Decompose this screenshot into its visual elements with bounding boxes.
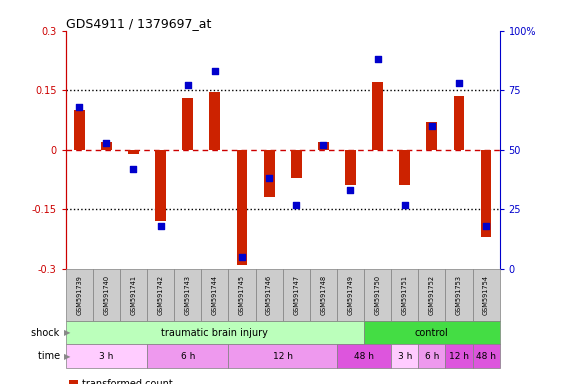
Text: GSM591749: GSM591749	[347, 275, 353, 315]
Text: GSM591745: GSM591745	[239, 275, 245, 315]
Text: traumatic brain injury: traumatic brain injury	[162, 328, 268, 338]
Point	[481, 223, 490, 229]
Text: GSM591739: GSM591739	[76, 275, 82, 314]
Point	[238, 254, 247, 260]
Text: 6 h: 6 h	[425, 352, 439, 361]
Point	[292, 202, 301, 208]
Bar	[318, 142, 329, 150]
Point	[373, 56, 382, 62]
Bar	[182, 98, 193, 150]
Text: 3 h: 3 h	[397, 352, 412, 361]
Text: GSM591747: GSM591747	[293, 275, 299, 315]
Bar	[128, 150, 139, 154]
Text: GSM591753: GSM591753	[456, 275, 462, 315]
Point	[210, 68, 219, 74]
Text: GSM591748: GSM591748	[320, 275, 327, 315]
Text: GSM591740: GSM591740	[103, 275, 110, 315]
Text: GSM591751: GSM591751	[401, 275, 408, 315]
Text: GSM591746: GSM591746	[266, 275, 272, 315]
Text: 48 h: 48 h	[476, 352, 496, 361]
Text: transformed count: transformed count	[82, 379, 172, 384]
Text: 3 h: 3 h	[99, 352, 114, 361]
Point	[129, 166, 138, 172]
Bar	[155, 150, 166, 221]
Text: GSM591741: GSM591741	[130, 275, 136, 315]
Text: 12 h: 12 h	[449, 352, 469, 361]
Text: GDS4911 / 1379697_at: GDS4911 / 1379697_at	[66, 17, 211, 30]
Text: GSM591744: GSM591744	[212, 275, 218, 315]
Text: GSM591742: GSM591742	[158, 275, 164, 315]
Bar	[453, 96, 464, 150]
Point	[319, 142, 328, 148]
Text: control: control	[415, 328, 449, 338]
Bar	[427, 122, 437, 150]
Bar	[264, 150, 275, 197]
Bar	[236, 150, 247, 265]
Bar	[345, 150, 356, 185]
Text: ▶: ▶	[64, 328, 70, 337]
Text: GSM591752: GSM591752	[429, 275, 435, 315]
Text: 48 h: 48 h	[354, 352, 374, 361]
Point	[102, 139, 111, 146]
Point	[75, 104, 84, 110]
Text: GSM591750: GSM591750	[375, 275, 381, 315]
Point	[346, 187, 355, 193]
Point	[156, 223, 165, 229]
Bar	[291, 150, 301, 177]
Point	[264, 175, 274, 181]
Bar	[210, 92, 220, 150]
Point	[427, 123, 436, 129]
Text: 6 h: 6 h	[180, 352, 195, 361]
Point	[183, 83, 192, 89]
Text: time: time	[38, 351, 63, 361]
Bar	[372, 82, 383, 150]
Text: 12 h: 12 h	[272, 352, 293, 361]
Bar	[399, 150, 410, 185]
Point	[455, 80, 464, 86]
Point	[400, 202, 409, 208]
Text: shock: shock	[31, 328, 63, 338]
Text: GSM591743: GSM591743	[184, 275, 191, 315]
Bar	[481, 150, 492, 237]
Text: GSM591754: GSM591754	[483, 275, 489, 315]
Bar	[74, 110, 85, 150]
Bar	[101, 142, 112, 150]
Text: ▶: ▶	[64, 352, 70, 361]
